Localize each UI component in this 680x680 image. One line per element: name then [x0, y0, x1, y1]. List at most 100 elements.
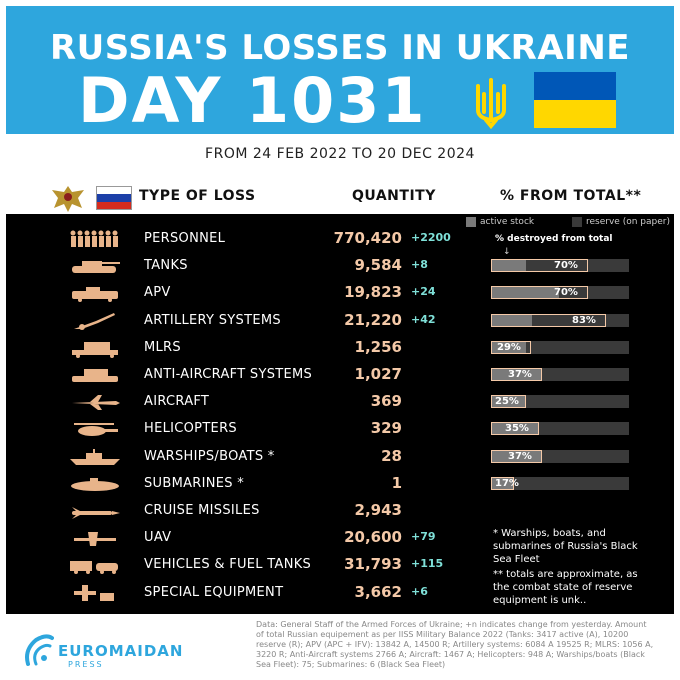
legend-active-label: active stock: [480, 217, 535, 227]
percent-bar: 70%: [491, 286, 629, 300]
legend-reserve-label: reserve (on paper): [586, 217, 670, 227]
loss-type-label: HELICOPTERS: [144, 421, 237, 437]
destroyed-fill: [491, 286, 588, 300]
submarine-icon: [71, 477, 119, 491]
loss-type-label: VEHICLES & FUEL TANKS: [144, 557, 312, 573]
loss-quantity: 369: [370, 392, 402, 411]
loss-row: VEHICLES & FUEL TANKS 31,793 +115: [6, 552, 674, 578]
active-stock-fill: [491, 368, 542, 381]
down-arrow-icon: ↓: [503, 247, 511, 257]
percent-bar: 37%: [491, 368, 629, 381]
loss-row: WARSHIPS/BOATS * 28 37%: [6, 444, 674, 470]
trident-icon: [476, 78, 506, 130]
percent-bar: 35%: [491, 422, 629, 436]
anti-aircraft-icon: [72, 369, 118, 382]
mlrs-icon: [72, 341, 118, 358]
percent-bar: 29%: [491, 340, 629, 354]
loss-type-label: TANKS: [144, 258, 188, 274]
footnote-warships: * Warships, boats, and submarines of Rus…: [493, 528, 638, 565]
loss-quantity: 19,823: [344, 283, 402, 302]
destroyed-legend-label: % destroyed from total: [495, 234, 613, 244]
daily-change: +8: [411, 258, 428, 272]
destroyed-fill: [491, 368, 542, 381]
artillery-icon: [74, 312, 115, 330]
loss-quantity: 1,027: [354, 365, 402, 383]
loss-type-label: PERSONNEL: [144, 231, 226, 246]
loss-row: UAV 20,600 +79: [6, 525, 674, 551]
column-percent-header: % FROM TOTAL**: [500, 188, 642, 204]
aircraft-icon: [72, 395, 120, 411]
warship-icon: [70, 448, 120, 465]
loss-row: SPECIAL EQUIPMENT 3,662 +6: [6, 580, 674, 606]
loss-type-label: ARTILLERY SYSTEMS: [144, 312, 281, 328]
loss-row: AIRCRAFT 369 25%: [6, 389, 674, 415]
percent-label: 29%: [497, 341, 521, 353]
page-title: RUSSIA'S LOSSES IN UKRAINE: [49, 28, 630, 68]
loss-type-label: APV: [144, 285, 171, 301]
loss-row: MLRS 1,256 29%: [6, 335, 674, 361]
loss-type-label: SPECIAL EQUIPMENT: [144, 584, 284, 600]
day-counter: DAY 1031: [78, 64, 427, 134]
destroyed-fill: [491, 422, 539, 436]
legend-active-swatch: [466, 217, 476, 227]
loss-quantity: 2,943: [354, 501, 402, 519]
daily-change: +42: [411, 312, 436, 326]
loss-row: SUBMARINES * 1 17%: [6, 471, 674, 497]
loss-row: PERSONNEL 770,420 +2200: [6, 226, 674, 252]
loss-quantity: 20,600: [344, 528, 402, 547]
loss-type-label: SUBMARINES *: [144, 475, 245, 491]
missile-icon: [72, 507, 120, 519]
loss-type-label: MLRS: [144, 339, 181, 355]
active-stock-fill: [491, 449, 542, 463]
losses-panel: [6, 214, 674, 614]
loss-row: CRUISE MISSILES 2,943: [6, 498, 674, 524]
loss-type-label: ANTI-AIRCRAFT SYSTEMS: [144, 367, 313, 382]
vehicles-icon: [70, 561, 118, 575]
column-quantity-header: QUANTITY: [352, 188, 436, 204]
soldiers-icon: [70, 230, 118, 247]
destroyed-fill: [491, 449, 542, 463]
percent-bar: 70%: [491, 259, 629, 273]
destroyed-fill: [491, 476, 514, 490]
loss-quantity: 1: [391, 473, 402, 492]
logo-subtitle: PRESS: [68, 660, 104, 669]
daily-change: +2200: [411, 231, 451, 244]
loss-quantity: 3,662: [354, 582, 402, 601]
euromaidan-logo-icon: [25, 634, 54, 666]
footnotes: * Warships, boats, and submarines of Rus…: [493, 527, 643, 607]
percent-label: 37%: [508, 450, 532, 462]
percent-label: 37%: [508, 369, 532, 380]
destroyed-fill: [491, 395, 526, 409]
tank-icon: [72, 261, 120, 274]
percent-bar: 83%: [491, 313, 629, 327]
column-type-header: TYPE OF LOSS: [139, 188, 256, 204]
helicopter-icon: [74, 423, 118, 437]
source-note: Data: General Staff of the Armed Forces …: [256, 620, 654, 669]
russia-flag-icon: [96, 186, 132, 210]
ukraine-flag-icon: [534, 72, 616, 128]
percent-label: 70%: [554, 287, 578, 299]
active-stock-fill: [491, 259, 526, 273]
date-range: FROM 24 FEB 2022 TO 20 DEC 2024: [205, 146, 475, 162]
russian-emblem-icon: [52, 186, 84, 212]
loss-quantity: 9,584: [354, 256, 402, 275]
loss-type-label: WARSHIPS/BOATS *: [144, 448, 275, 464]
logo-wordmark: EUROMAIDAN: [58, 642, 184, 660]
active-stock-fill: [491, 313, 532, 327]
daily-change: +79: [411, 530, 436, 544]
active-stock-fill: [491, 422, 539, 436]
loss-quantity: 329: [370, 419, 402, 438]
active-stock-fill: [491, 476, 514, 490]
percent-label: 35%: [505, 423, 529, 435]
destroyed-fill: [491, 340, 531, 354]
loss-row: ARTILLERY SYSTEMS 21,220 +42 83%: [6, 308, 674, 334]
percent-bar: 25%: [491, 395, 629, 409]
percent-bar: 37%: [491, 449, 629, 463]
loss-type-label: UAV: [144, 530, 172, 546]
apv-icon: [72, 287, 118, 303]
percent-label: 70%: [554, 260, 578, 272]
percent-bar: 17%: [491, 476, 629, 490]
loss-quantity: 770,420: [333, 229, 402, 247]
loss-quantity: 1,256: [354, 337, 402, 356]
percent-label: 83%: [572, 314, 596, 326]
